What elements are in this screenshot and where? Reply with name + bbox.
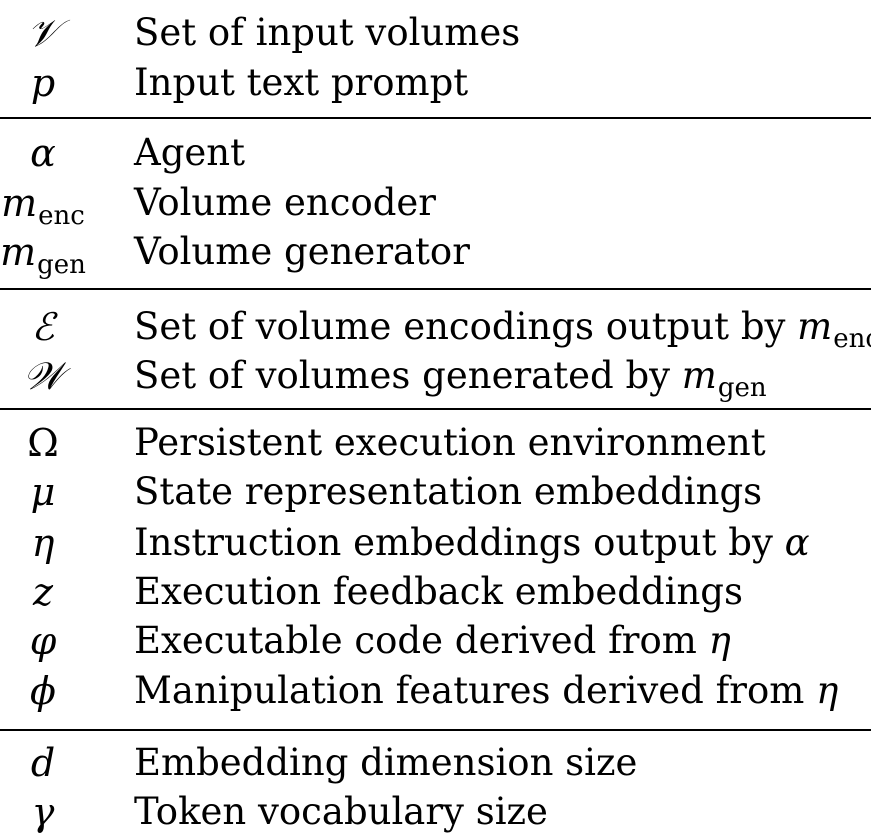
symbol-z: z — [32, 570, 54, 614]
description-input-volumes: Set of input volumes — [134, 11, 521, 54]
description-text: Set of volume encodings output by — [134, 305, 798, 348]
description-volume-encodings: Set of volume encodings output by menc — [134, 303, 871, 354]
inline-math-alpha: α — [784, 521, 810, 564]
symbol-alpha: α — [30, 131, 56, 175]
symbol-m-enc: menc — [0, 179, 86, 231]
notation-row-feedback-embeddings: z Execution feedback embeddings — [0, 568, 871, 616]
symbol-subscript-enc: enc — [38, 201, 85, 231]
symbol-p: p — [30, 61, 56, 105]
symbol-m-gen: mgen — [0, 228, 86, 280]
description-execution-environment: Persistent execution environment — [134, 421, 766, 464]
symbol-gamma: γ — [31, 790, 55, 834]
description-text: Executable code derived from — [134, 619, 709, 662]
description-embedding-dimension: Embedding dimension size — [134, 741, 638, 784]
description-executable-code: Executable code derived from η — [134, 617, 731, 665]
group-divider-1 — [0, 117, 871, 119]
inline-math-eta: η — [708, 619, 731, 662]
group-divider-2 — [0, 288, 871, 290]
notation-row-execution-environment: Ω Persistent execution environment — [0, 419, 871, 467]
symbol-script-e: ℰ — [31, 305, 55, 349]
inline-math-m-enc: menc — [797, 305, 871, 354]
notation-row-text-prompt: p Input text prompt — [0, 59, 871, 107]
symbol-script-w: 𝒲 — [23, 354, 63, 398]
symbol-omega: Ω — [27, 421, 59, 465]
description-generated-volumes: Set of volumes generated by mgen — [134, 352, 767, 403]
inline-math-eta: η — [816, 669, 839, 712]
notation-row-volume-encoder: menc Volume encoder — [0, 179, 871, 231]
symbol-mu: μ — [30, 470, 56, 514]
symbol-m: m — [1, 181, 38, 225]
notation-row-generated-volumes: 𝒲 Set of volumes generated by mgen — [0, 352, 871, 403]
group-divider-3 — [0, 408, 871, 410]
description-state-embeddings: State representation embeddings — [134, 470, 763, 513]
symbol-d: d — [30, 741, 56, 785]
notation-row-volume-generator: mgen Volume generator — [0, 228, 871, 280]
symbol-script-v: 𝒱 — [27, 11, 59, 55]
symbol-eta: η — [31, 521, 55, 565]
description-text: Set of volumes generated by — [134, 354, 682, 397]
symbol-varphi: φ — [29, 619, 57, 663]
description-volume-encoder: Volume encoder — [134, 181, 436, 224]
symbol-subscript-gen: gen — [37, 250, 86, 280]
inline-math-subscript-enc: enc — [833, 324, 871, 354]
inline-math-m: m — [681, 354, 717, 397]
description-volume-generator: Volume generator — [134, 230, 470, 273]
description-text: Instruction embeddings output by — [134, 521, 785, 564]
group-divider-4 — [0, 729, 871, 731]
description-text-prompt: Input text prompt — [134, 61, 469, 104]
notation-row-manipulation-features: ϕ Manipulation features derived from η — [0, 667, 871, 715]
description-vocabulary-size: Token vocabulary size — [134, 790, 548, 833]
inline-math-m-gen: mgen — [681, 354, 767, 403]
notation-row-agent: α Agent — [0, 129, 871, 177]
description-instruction-embeddings: Instruction embeddings output by α — [134, 519, 810, 567]
notation-row-executable-code: φ Executable code derived from η — [0, 617, 871, 665]
notation-row-instruction-embeddings: η Instruction embeddings output by α — [0, 519, 871, 567]
description-agent: Agent — [134, 131, 245, 174]
inline-math-subscript-gen: gen — [717, 373, 767, 403]
description-feedback-embeddings: Execution feedback embeddings — [134, 570, 743, 613]
notation-row-state-embeddings: μ State representation embeddings — [0, 468, 871, 516]
symbol-m: m — [0, 230, 37, 274]
symbol-phi: ϕ — [30, 669, 56, 713]
notation-row-vocabulary-size: γ Token vocabulary size — [0, 788, 871, 836]
notation-row-volume-encodings: ℰ Set of volume encodings output by menc — [0, 303, 871, 354]
notation-row-input-volumes: 𝒱 Set of input volumes — [0, 9, 871, 57]
description-text: Manipulation features derived from — [134, 669, 817, 712]
notation-row-embedding-dimension: d Embedding dimension size — [0, 739, 871, 787]
description-manipulation-features: Manipulation features derived from η — [134, 667, 838, 715]
inline-math-m: m — [797, 305, 833, 348]
